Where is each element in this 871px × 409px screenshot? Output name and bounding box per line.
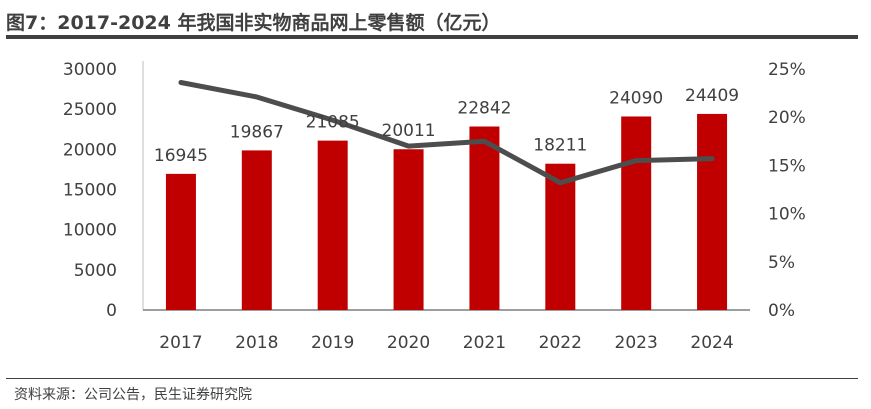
left-tick-label: 0 — [106, 301, 117, 321]
x-tick-label: 2022 — [539, 333, 582, 353]
bar — [545, 163, 576, 310]
right-tick-label: 5% — [768, 253, 795, 273]
bar — [697, 113, 728, 310]
right-tick-label: 15% — [768, 156, 806, 176]
source-note: 资料来源：公司公告，民生证券研究院 — [14, 387, 252, 403]
bar — [393, 149, 424, 310]
title-divider — [6, 35, 858, 39]
x-tick-label: 2024 — [690, 333, 733, 353]
x-tick-label: 2018 — [235, 333, 278, 353]
x-tick-label: 2019 — [311, 333, 354, 353]
right-tick-label: 0% — [768, 301, 795, 321]
left-tick-label: 10000 — [63, 221, 117, 241]
x-tick-label: 2021 — [463, 333, 506, 353]
left-tick-label: 30000 — [63, 60, 117, 80]
bar-data-label: 19867 — [230, 122, 284, 142]
bar-data-label: 24409 — [685, 86, 739, 106]
bar-data-label: 18211 — [533, 136, 587, 156]
bar — [469, 126, 500, 311]
right-tick-label: 20% — [768, 108, 806, 128]
chart-title: 图7：2017-2024 年我国非实物商品网上零售额（亿元） — [6, 12, 501, 34]
left-tick-label: 25000 — [63, 100, 117, 120]
right-tick-label: 25% — [768, 60, 806, 80]
x-tick-label: 2017 — [159, 333, 202, 353]
growth-line — [178, 79, 715, 186]
left-tick-label: 20000 — [63, 140, 117, 160]
footer-divider — [6, 378, 858, 379]
bar-data-label: 20011 — [382, 121, 436, 141]
bar-data-label: 16945 — [154, 146, 208, 166]
bar-data-label: 22842 — [457, 99, 511, 119]
bar-data-label: 21085 — [306, 113, 360, 133]
bar — [621, 116, 652, 311]
right-tick-label: 10% — [768, 205, 806, 225]
bar-data-label: 24090 — [609, 88, 663, 108]
bar — [165, 173, 196, 310]
x-tick-label: 2020 — [387, 333, 430, 353]
bar — [317, 140, 348, 310]
bar — [241, 150, 272, 310]
x-tick-label: 2023 — [615, 333, 658, 353]
left-tick-label: 5000 — [74, 261, 117, 281]
left-tick-label: 15000 — [63, 181, 117, 201]
